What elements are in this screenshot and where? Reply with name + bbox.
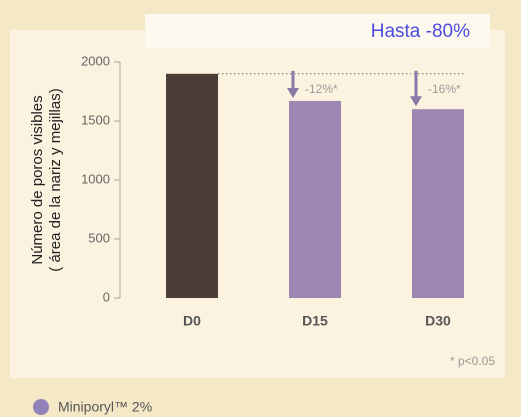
y-tick-label: 0: [103, 289, 110, 304]
headline-box: [145, 14, 490, 48]
bar: [289, 100, 341, 298]
y-axis-title-line: ( área de la nariz y mejillas): [47, 88, 64, 271]
reduction-label: -16%*: [428, 82, 461, 96]
x-tick-label: D30: [425, 313, 451, 329]
bar: [166, 73, 218, 298]
arrow-head: [287, 87, 299, 98]
arrow-head: [410, 96, 422, 107]
y-axis-title-line: Número de poros visibles: [29, 95, 46, 264]
y-axis-title: Número de poros visibles ( área de la na…: [29, 88, 64, 271]
x-tick-label: D0: [183, 313, 201, 329]
y-tick-label: 1500: [81, 112, 110, 127]
legend-label: Miniporyl™ 2%: [58, 399, 152, 415]
y-tick-label: 500: [88, 230, 110, 245]
y-tick-label: 2000: [81, 53, 110, 68]
reduction-label: -12%*: [305, 82, 338, 96]
x-tick-label: D15: [302, 313, 328, 329]
bar: [412, 109, 464, 298]
y-tick-label: 1000: [81, 171, 110, 186]
legend-swatch: [33, 399, 49, 415]
footnote: * p<0.05: [450, 354, 495, 368]
headline: Hasta -80%: [371, 21, 470, 42]
